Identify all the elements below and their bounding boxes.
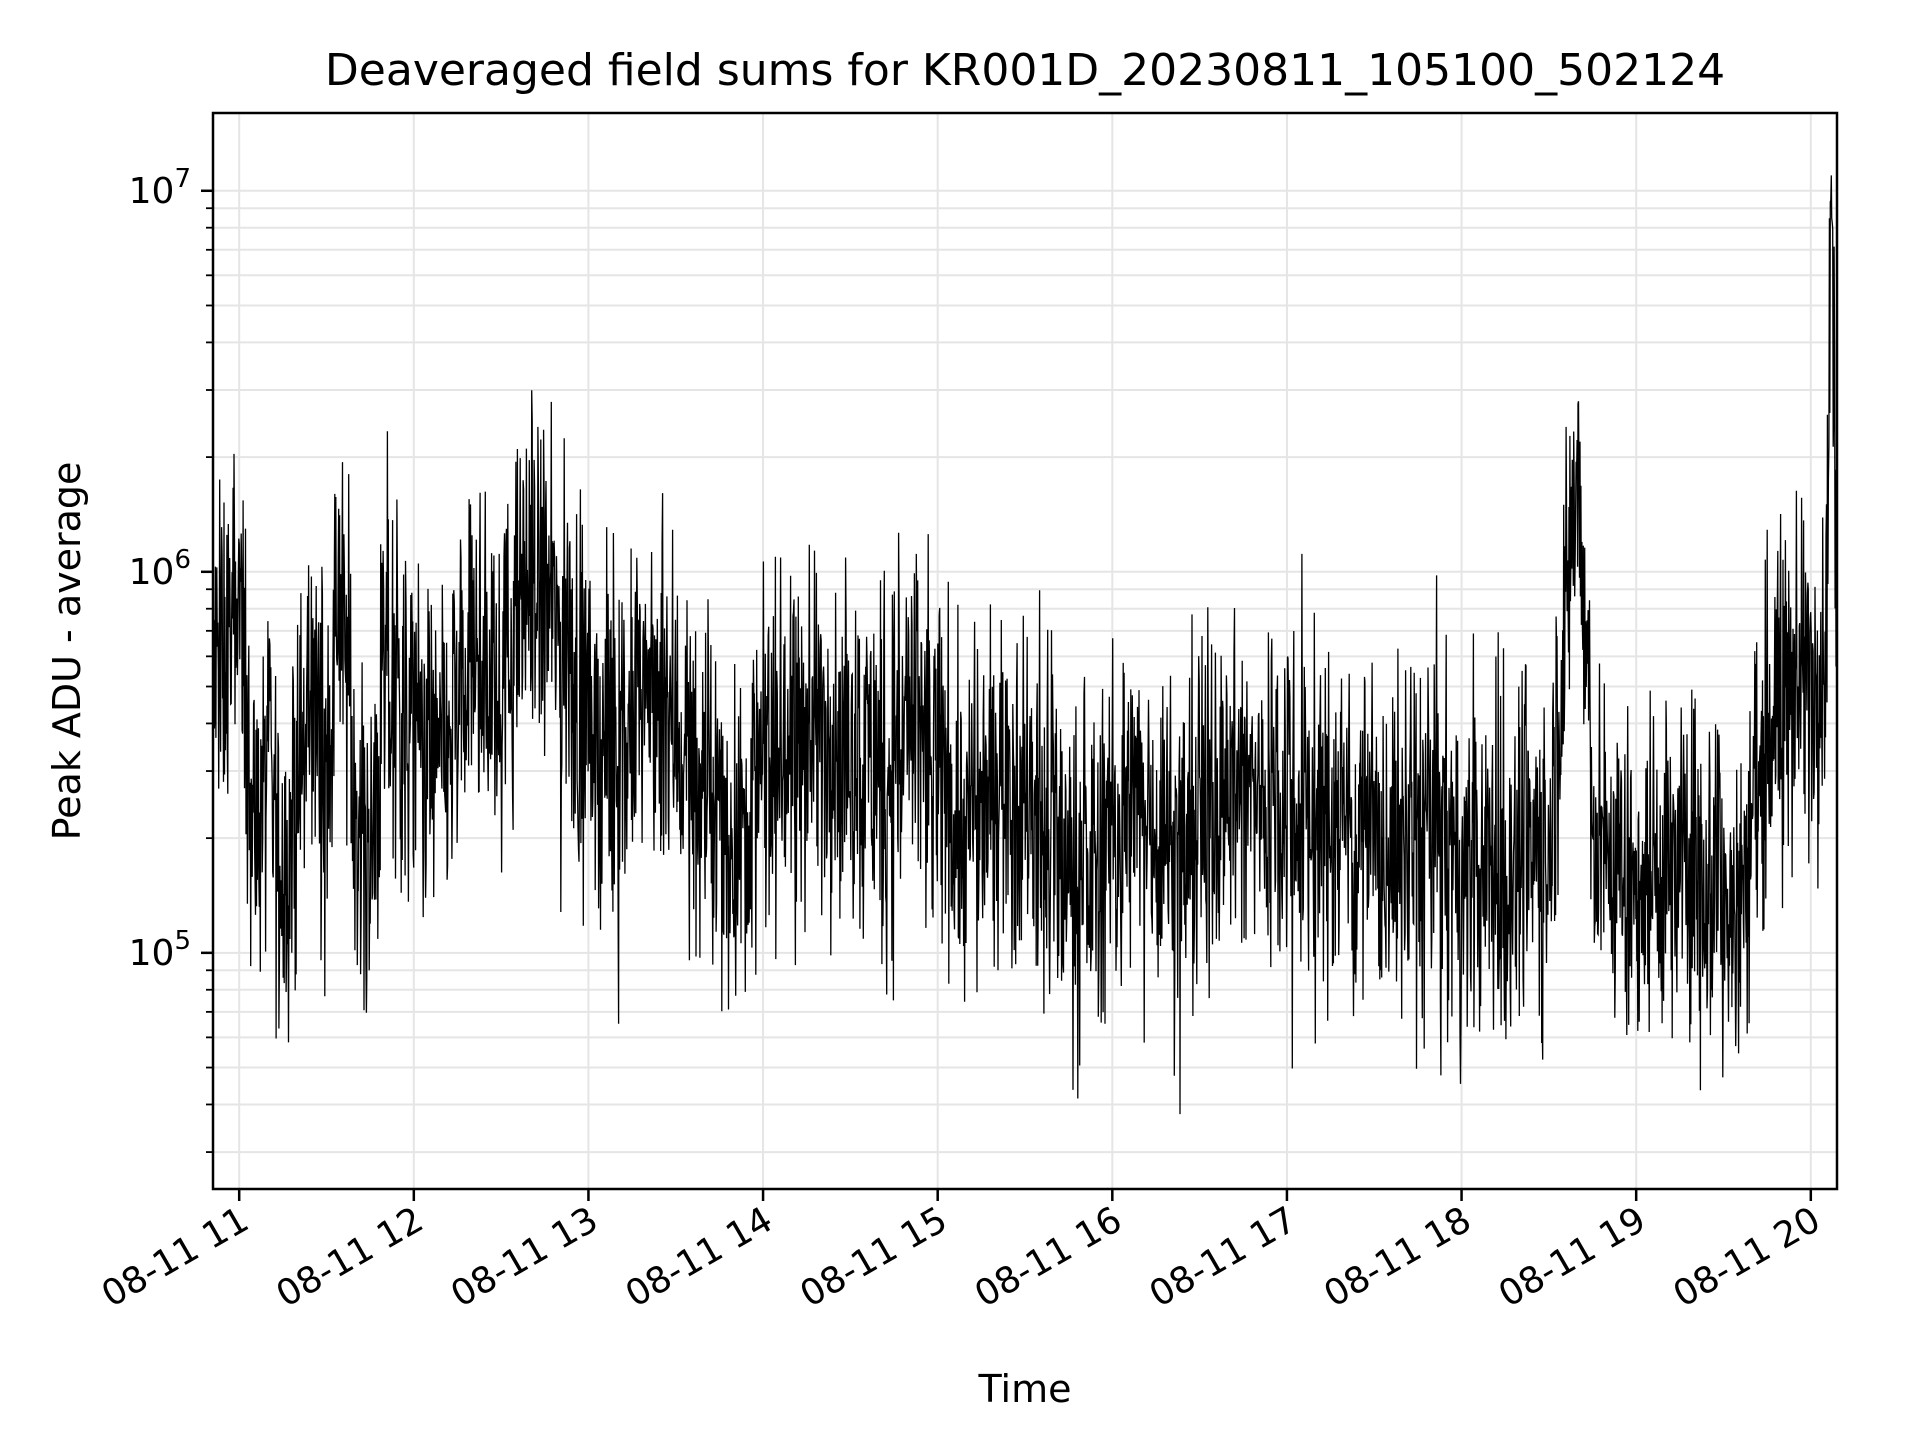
y-tick-label: 106 xyxy=(129,545,191,593)
plot-frame xyxy=(211,111,1839,1191)
chart-title: Deaveraged field sums for KR001D_2023081… xyxy=(325,45,1725,96)
y-tick-label: 105 xyxy=(129,926,191,974)
plot-area xyxy=(213,175,1837,1115)
x-axis-label: Time xyxy=(978,1367,1072,1411)
y-axis-ticks: 105 106 107 xyxy=(129,164,213,1153)
y-tick-label: 107 xyxy=(129,164,191,212)
y-axis-label: Peak ADU - average xyxy=(45,462,89,841)
series-line xyxy=(213,175,1837,1115)
